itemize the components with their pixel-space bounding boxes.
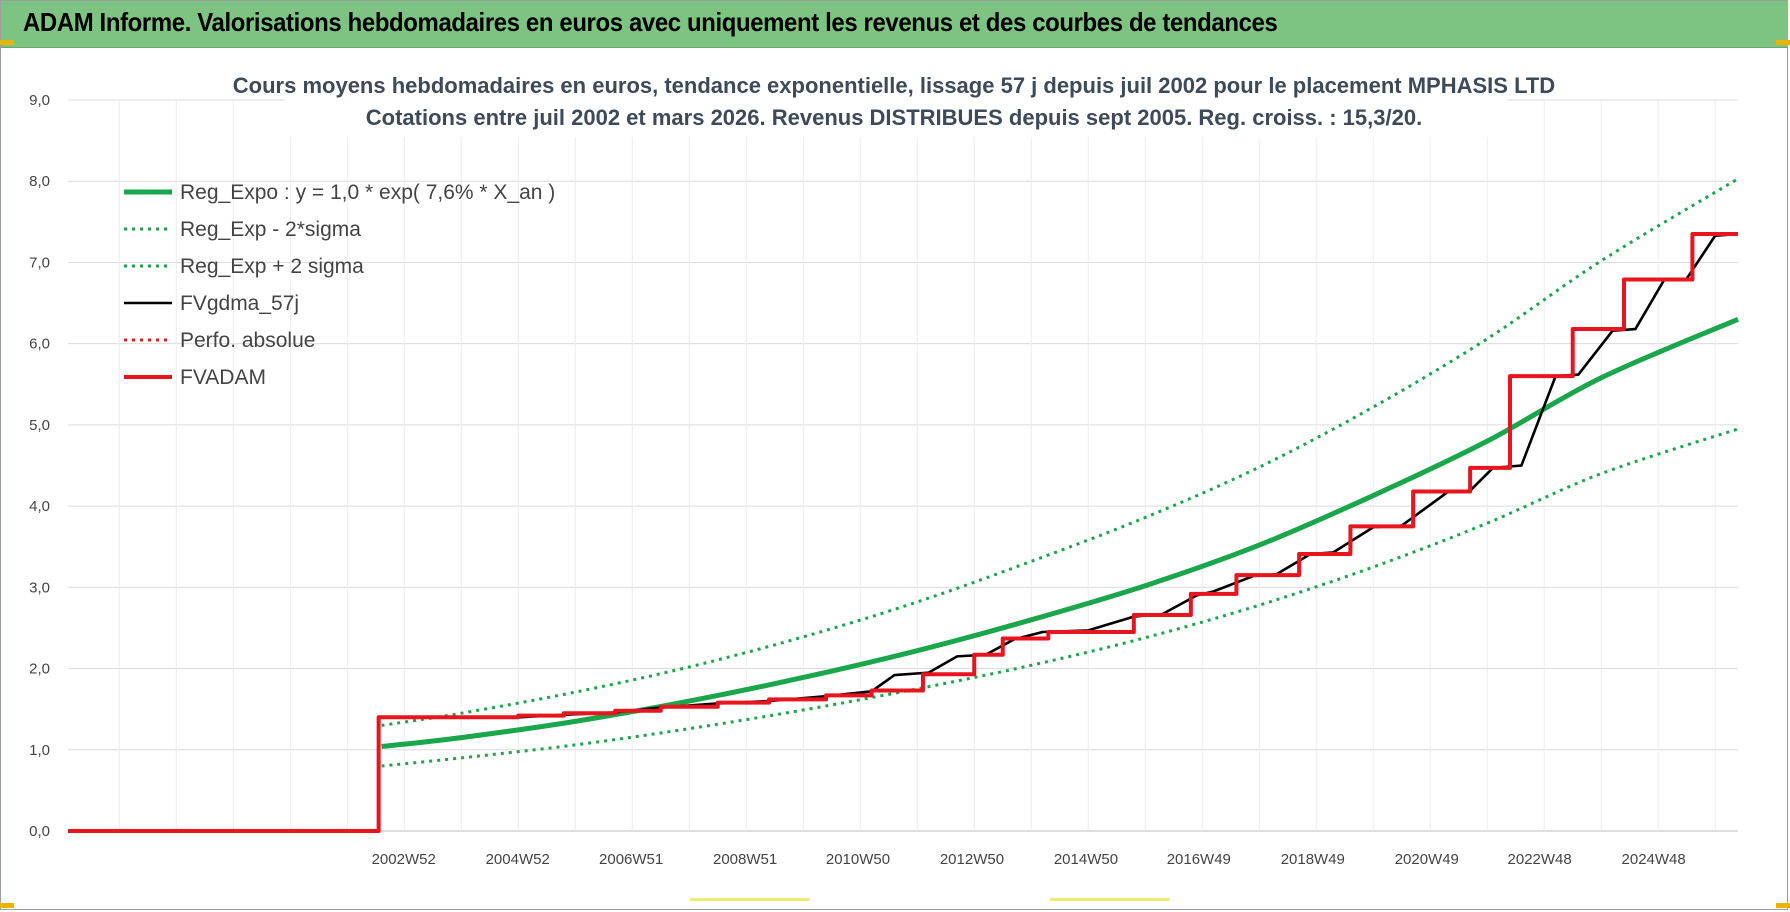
corner-marker-bottom-right xyxy=(1776,903,1790,908)
y-tick-label: 1,0 xyxy=(29,742,50,759)
bottom-band-2 xyxy=(1050,898,1170,901)
x-tick-label: 2006W51 xyxy=(599,851,663,868)
x-tick-label: 2018W49 xyxy=(1281,851,1345,868)
legend-label-1: Reg_Exp - 2*sigma xyxy=(180,218,361,241)
y-tick-label: 5,0 xyxy=(29,417,50,434)
corner-marker-bottom-left xyxy=(0,903,14,908)
x-tick-label: 2008W51 xyxy=(713,851,777,868)
y-tick-label: 9,0 xyxy=(29,92,50,109)
x-tick-label: 2012W50 xyxy=(940,851,1004,868)
y-axis-ticks: 0,0 1,0 2,0 3,0 4,0 5,0 6,0 7,0 8,0 9,0 xyxy=(29,92,50,840)
series-line-5 xyxy=(68,232,1738,833)
y-tick-label: 7,0 xyxy=(29,254,50,271)
series-line-1 xyxy=(381,427,1739,768)
x-tick-label: 2010W50 xyxy=(826,851,890,868)
title-backdrop xyxy=(285,69,1507,137)
legend-label-5: FVADAM xyxy=(180,366,266,389)
y-tick-label: 2,0 xyxy=(29,661,50,678)
legend-label-4: Perfo. absolue xyxy=(180,329,315,352)
legend-label-0: Reg_Expo : y = 1,0 * exp( 7,6% * X_an ) xyxy=(180,181,555,204)
x-tick-label: 2020W49 xyxy=(1395,851,1459,868)
legend-label-3: FVgdma_57j xyxy=(180,292,299,315)
chart-title: Cours moyens hebdomadaires en euros, ten… xyxy=(233,73,1555,98)
series-layer xyxy=(68,177,1739,833)
gridlines xyxy=(68,99,1738,832)
corner-marker-left xyxy=(0,40,14,45)
legend: Reg_Expo : y = 1,0 * exp( 7,6% * X_an ) R… xyxy=(124,181,555,389)
x-axis-ticks: 2002W52 2004W52 2006W51 2008W51 2010W50 2012W… xyxy=(372,851,1686,868)
report-header: ADAM Informe. Valorisations hebdomadaire… xyxy=(1,1,1788,48)
y-tick-label: 6,0 xyxy=(29,336,50,353)
x-tick-label: 2022W48 xyxy=(1508,851,1572,868)
x-tick-label: 2004W52 xyxy=(486,851,550,868)
x-tick-label: 2014W50 xyxy=(1054,851,1118,868)
y-tick-label: 4,0 xyxy=(29,498,50,515)
legend-label-2: Reg_Exp + 2 sigma xyxy=(180,255,364,278)
x-tick-label: 2016W49 xyxy=(1167,851,1231,868)
series-line-0 xyxy=(381,317,1739,750)
y-tick-label: 8,0 xyxy=(29,173,50,190)
chart-subtitle: Cotations entre juil 2002 et mars 2026. … xyxy=(366,105,1422,130)
series-line-2 xyxy=(381,177,1739,727)
corner-marker-right xyxy=(1776,40,1790,45)
x-tick-label: 2024W48 xyxy=(1622,851,1686,868)
y-tick-label: 3,0 xyxy=(29,579,50,596)
x-tick-label: 2002W52 xyxy=(372,851,436,868)
y-tick-label: 0,0 xyxy=(29,823,50,840)
bottom-band-1 xyxy=(690,898,810,901)
report-title: ADAM Informe. Valorisations hebdomadaire… xyxy=(23,7,1278,37)
